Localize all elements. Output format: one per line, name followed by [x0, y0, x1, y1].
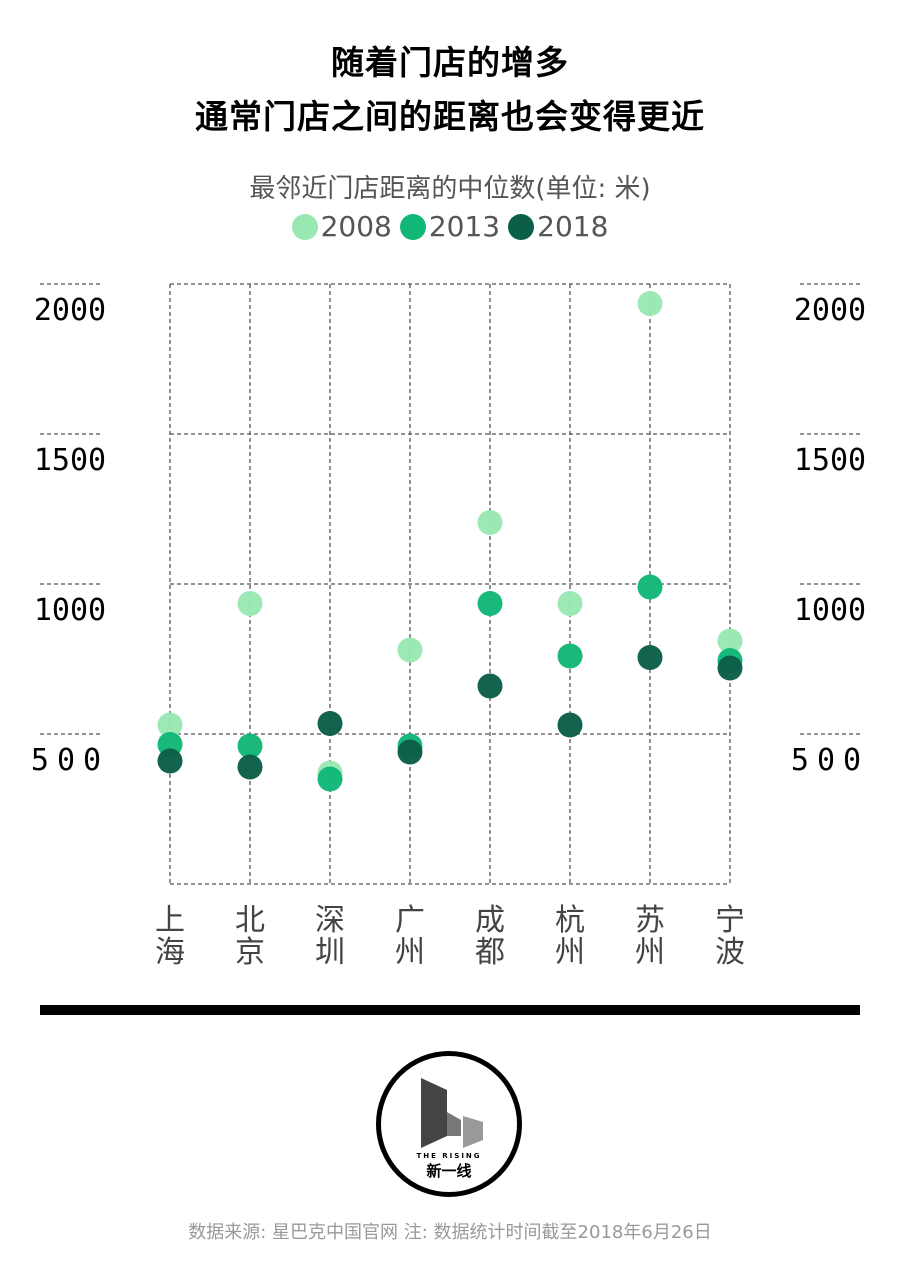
point-2013-1	[237, 733, 263, 759]
x-tick-label-5-char-1: 州	[555, 935, 585, 970]
legend-item-2018: 2018	[508, 210, 608, 243]
building-icon	[421, 1078, 483, 1148]
point-2018-6	[637, 645, 663, 670]
x-tick-label-4-char-0: 成	[475, 903, 505, 938]
point-2008-1	[237, 591, 263, 616]
point-2013-5	[557, 643, 583, 669]
point-2008-5	[557, 591, 583, 616]
y-tick-label-right-1500: 1500	[794, 443, 866, 478]
x-tick-label-7-char-1: 波	[715, 935, 745, 970]
point-2018-7	[717, 655, 743, 681]
x-tick-label-7-char-0: 宁	[715, 903, 745, 938]
y-tick-label-right-1000: 1000	[794, 593, 866, 628]
legend-marker-2008	[291, 213, 318, 240]
x-tick-label-2-char-0: 深	[315, 903, 345, 938]
logo-name: 新一线	[426, 1162, 472, 1180]
x-tick-label-2-char-1: 圳	[315, 935, 345, 970]
point-2008-3	[397, 637, 423, 663]
x-tick-label-5-char-0: 杭	[555, 903, 585, 938]
point-2008-4	[477, 510, 503, 535]
legend-label-2013: 2013	[428, 210, 501, 243]
legend: 2008 2013 2018	[0, 210, 900, 243]
point-2018-1	[237, 754, 263, 780]
y-tick-label-left-1500: 1500	[34, 443, 106, 478]
legend-marker-2018	[508, 213, 535, 240]
point-2018-2	[317, 711, 343, 736]
x-tick-label-0-char-1: 海	[155, 935, 185, 970]
x-tick-label-3-char-1: 州	[395, 935, 425, 970]
point-2013-4	[477, 591, 503, 616]
chart-title-line-2: 通常门店之间的距离也会变得更近	[195, 97, 705, 136]
legend-label-2008: 2008	[320, 210, 392, 243]
divider-bar	[40, 1005, 860, 1015]
legend-label-2018: 2018	[537, 210, 609, 243]
x-tick-label-4-char-1: 都	[475, 935, 505, 970]
chart-title-line-1: 随着门店的增多	[331, 43, 569, 82]
x-tick-label-1-char-1: 京	[235, 935, 265, 970]
logo-small-text: THE RISING	[416, 1152, 482, 1160]
point-2008-0	[157, 712, 183, 738]
point-2008-7	[717, 628, 743, 654]
y-tick-label-right-500: 500	[791, 743, 869, 778]
point-2018-3	[397, 739, 423, 765]
point-2008-6	[637, 291, 663, 316]
chart-subtitle: 最邻近门店距离的中位数(单位: 米)	[249, 174, 651, 204]
y-tick-label-left-2000: 2000	[34, 293, 106, 328]
y-tick-label-left-500: 500	[31, 743, 109, 778]
point-2013-6	[637, 574, 663, 600]
legend-marker-2013	[399, 213, 426, 240]
the-rising-logo: THE RISING 新一线	[376, 1051, 522, 1197]
y-tick-label-right-2000: 2000	[794, 293, 866, 328]
legend-item-2008: 2008	[291, 210, 392, 243]
point-2013-2	[317, 766, 343, 792]
point-2018-4	[477, 673, 503, 699]
x-tick-label-6-char-0: 苏	[635, 903, 665, 938]
point-2018-0	[157, 748, 183, 774]
source-note: 数据来源: 星巴克中国官网 注: 数据统计时间截至2018年6月26日	[188, 1222, 712, 1243]
y-tick-label-left-1000: 1000	[34, 593, 106, 628]
point-2018-5	[557, 712, 583, 738]
x-tick-label-6-char-1: 州	[635, 935, 665, 970]
x-tick-label-1-char-0: 北	[235, 903, 265, 938]
x-tick-label-3-char-0: 广	[395, 903, 425, 938]
x-tick-label-0-char-0: 上	[155, 903, 185, 938]
legend-item-2013: 2013	[399, 210, 501, 243]
